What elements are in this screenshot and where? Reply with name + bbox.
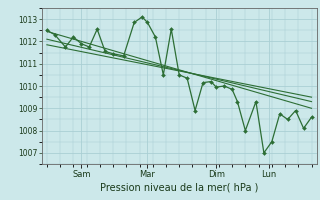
X-axis label: Pression niveau de la mer( hPa ): Pression niveau de la mer( hPa )	[100, 183, 258, 193]
